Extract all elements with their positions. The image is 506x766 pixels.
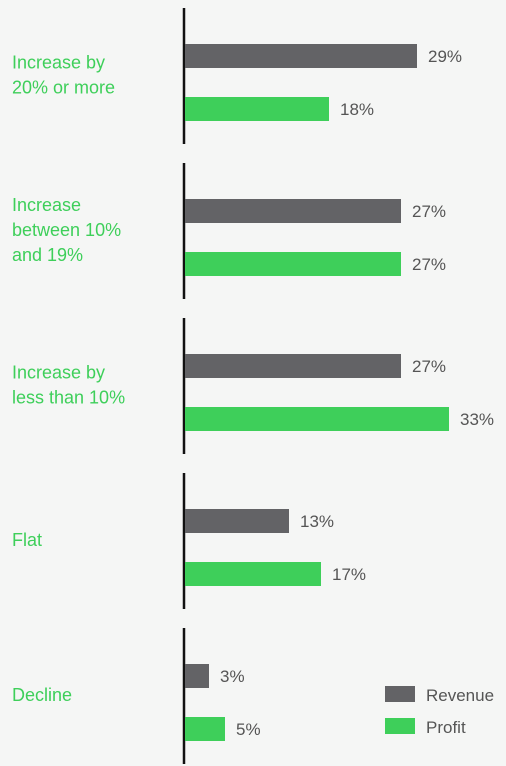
revenue-value-label: 27%	[412, 202, 446, 221]
category-label: less than 10%	[12, 388, 125, 408]
profit-value-label: 18%	[340, 100, 374, 119]
profit-bar	[185, 717, 225, 741]
revenue-bar	[185, 509, 289, 533]
revenue-value-label: 13%	[300, 512, 334, 531]
revenue-value-label: 27%	[412, 357, 446, 376]
revenue-bar	[185, 354, 401, 378]
revenue-value-label: 29%	[428, 47, 462, 66]
profit-value-label: 27%	[412, 255, 446, 274]
revenue-bar	[185, 664, 209, 688]
legend-profit-label: Profit	[426, 718, 466, 737]
category-label: Increase by	[12, 53, 105, 73]
category-label: Flat	[12, 530, 42, 550]
profit-value-label: 5%	[236, 720, 261, 739]
category-label: 20% or more	[12, 78, 115, 98]
profit-value-label: 17%	[332, 565, 366, 584]
profit-bar	[185, 252, 401, 276]
revenue-value-label: 3%	[220, 667, 245, 686]
category-label: Increase by	[12, 363, 105, 383]
category-label: Decline	[12, 685, 72, 705]
category-label: Increase	[12, 195, 81, 215]
revenue-bar	[185, 44, 417, 68]
profit-bar	[185, 97, 329, 121]
category-label: and 19%	[12, 245, 83, 265]
legend-profit-swatch	[385, 718, 415, 734]
legend-revenue-label: Revenue	[426, 686, 494, 705]
revenue-bar	[185, 199, 401, 223]
profit-bar	[185, 562, 321, 586]
legend-revenue-swatch	[385, 686, 415, 702]
profit-bar	[185, 407, 449, 431]
category-label: between 10%	[12, 220, 121, 240]
profit-value-label: 33%	[460, 410, 494, 429]
